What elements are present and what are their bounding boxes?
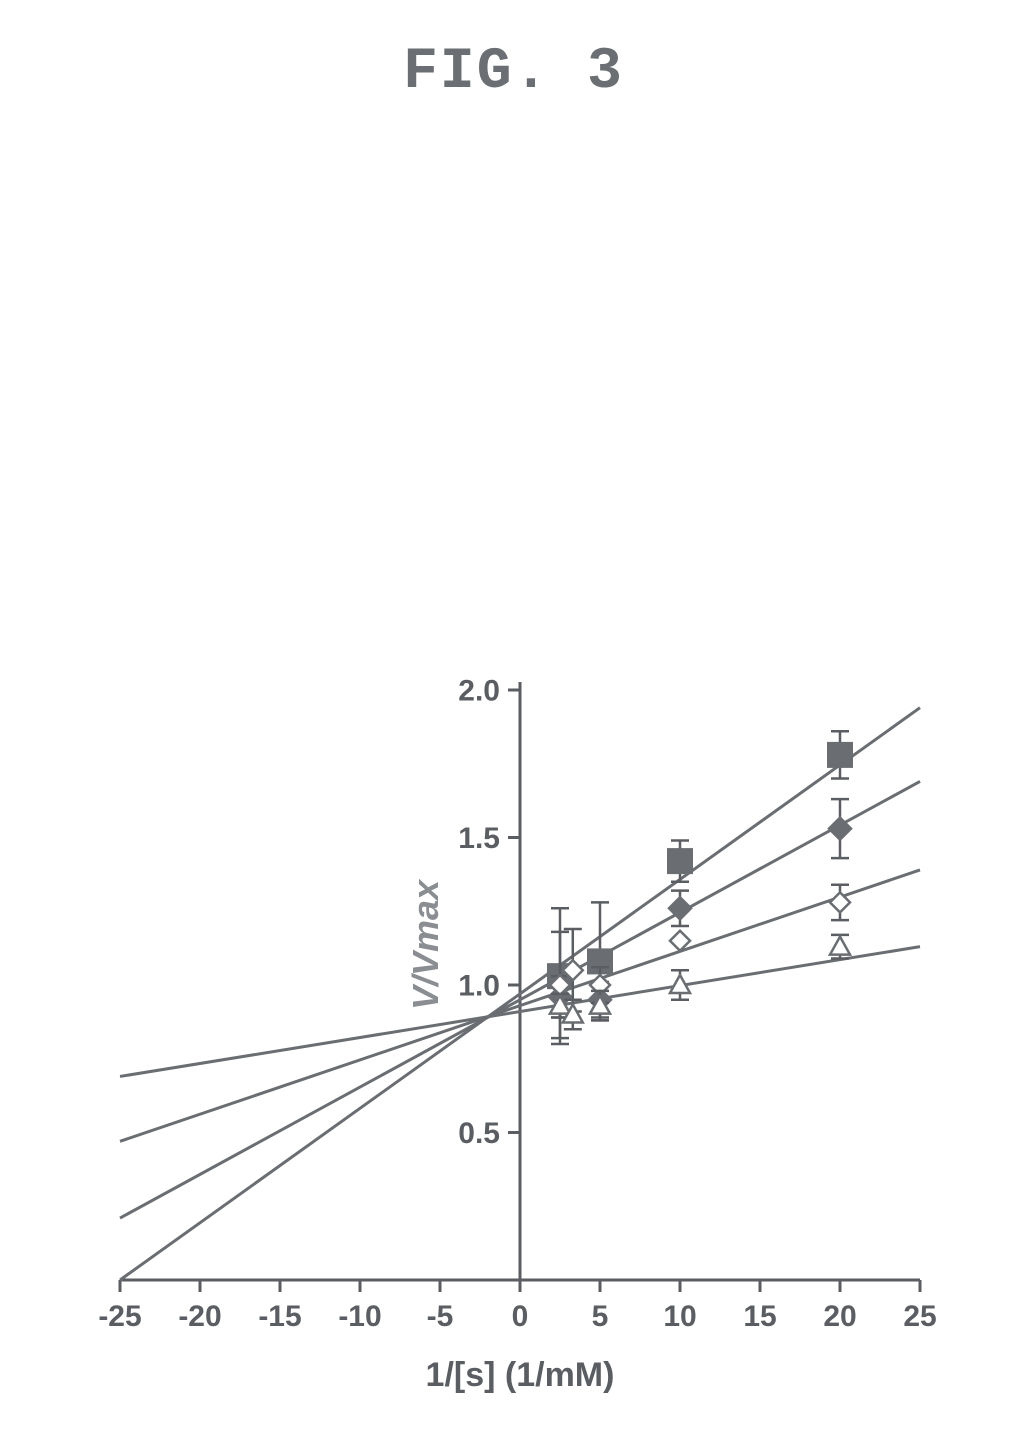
svg-text:-20: -20	[178, 1300, 221, 1333]
svg-text:-25: -25	[98, 1300, 141, 1333]
svg-text:5: 5	[592, 1300, 609, 1333]
svg-text:20: 20	[823, 1300, 856, 1333]
svg-text:15: 15	[743, 1300, 776, 1333]
lineweaver-burk-chart: -25 -20 -15 -10 -5 0 5 10 15 20 25 0.5 1.0 1.5 2.0 1/[s…	[0, 650, 1027, 1455]
svg-text:1.5: 1.5	[458, 822, 500, 855]
svg-text:-15: -15	[258, 1300, 301, 1333]
svg-text:2.0: 2.0	[458, 675, 500, 708]
figure-title: FIG. 3	[0, 40, 1027, 105]
chart-svg: -25 -20 -15 -10 -5 0 5 10 15 20 25 0.5 1.0 1.5 2.0 1/[s…	[0, 650, 1027, 1450]
svg-text:-10: -10	[338, 1300, 381, 1333]
svg-text:0: 0	[512, 1300, 529, 1333]
svg-text:-5: -5	[427, 1300, 454, 1333]
svg-text:25: 25	[903, 1300, 936, 1333]
svg-text:1.0: 1.0	[458, 970, 500, 1003]
y-axis-label: V/Vmax	[405, 878, 446, 1010]
x-axis-label: 1/[s] (1/mM)	[426, 1356, 615, 1394]
svg-text:10: 10	[663, 1300, 696, 1333]
svg-text:0.5: 0.5	[458, 1117, 500, 1150]
